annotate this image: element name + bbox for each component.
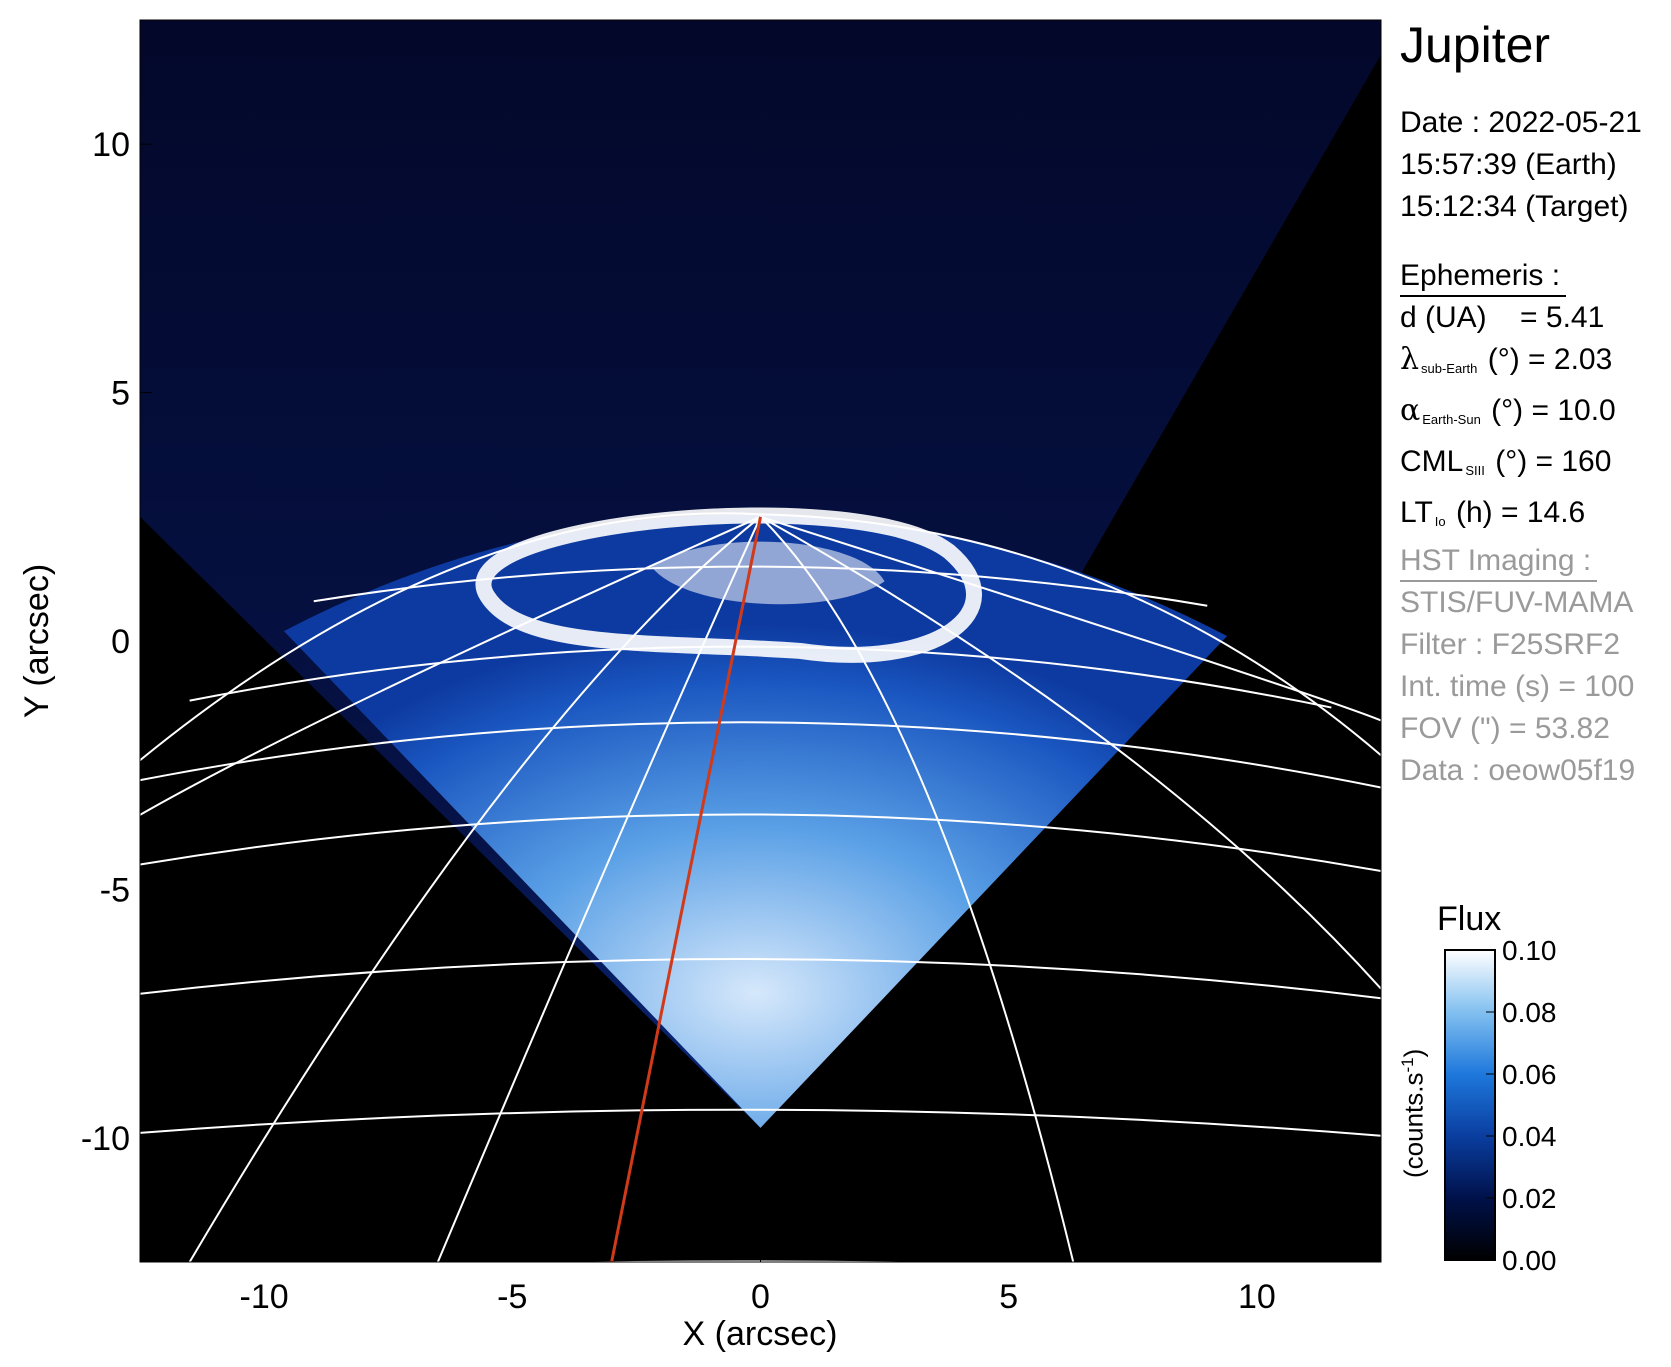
colorbar-unit-label: (counts.s-1) xyxy=(1398,1049,1430,1178)
cml-value: (°) = 160 xyxy=(1495,445,1612,478)
phase-angle-row: α Earth-Sun (°) = 10.0 xyxy=(1400,390,1616,441)
lambda-symbol: λ xyxy=(1400,342,1420,377)
latitude-line xyxy=(140,721,1381,789)
lt-subscript: Io xyxy=(1434,514,1446,529)
cml-row: CML SIII (°) = 160 xyxy=(1400,441,1616,492)
x-axis-title: X (arcsec) xyxy=(683,1315,838,1353)
colorbar-tick-label: 0.02 xyxy=(1502,1183,1557,1214)
colorbar-title: Flux xyxy=(1437,900,1502,938)
x-axis-ticks: -10 -5 0 5 10 xyxy=(240,1250,1276,1316)
latitude-line xyxy=(140,958,1381,1000)
x-tick-label: 5 xyxy=(999,1278,1018,1316)
filter-line: Filter : F25SRF2 xyxy=(1400,628,1621,661)
colorbar-tick-label: 0.00 xyxy=(1502,1245,1557,1276)
y-axis-title: Y (arcsec) xyxy=(18,564,56,718)
int-time-line: Int. time (s) = 100 xyxy=(1400,670,1635,703)
latitude-line xyxy=(553,1260,930,1262)
latitude-line xyxy=(140,1108,1381,1137)
observation-times: Date : 2022-05-21 15:57:39 (Earth) 15:12… xyxy=(1400,102,1642,228)
target-title: Jupiter xyxy=(1400,17,1551,73)
y-tick-label: -5 xyxy=(100,871,130,909)
longitude-line xyxy=(760,515,1381,722)
cml-subscript: SIII xyxy=(1465,463,1485,478)
x-tick-label: -5 xyxy=(497,1278,527,1316)
alpha-subscript: Earth-Sun xyxy=(1422,412,1481,427)
data-id-line: Data : oeow05f19 xyxy=(1400,754,1636,787)
distance-value: = 5.41 xyxy=(1520,301,1605,334)
y-axis-ticks: 10 5 0 -5 -10 xyxy=(81,126,152,1158)
planet-disk-emission xyxy=(283,514,1228,1128)
lambda-value: (°) = 2.03 xyxy=(1487,343,1613,376)
date-line: Date : 2022-05-21 xyxy=(1400,106,1642,139)
colorbar-tick-label: 0.06 xyxy=(1502,1059,1557,1090)
instrument-line: STIS/FUV-MAMA xyxy=(1400,586,1634,619)
latitude-line xyxy=(140,813,1381,873)
longitude-line xyxy=(436,516,762,1262)
colorbar-ticks: 0.10 0.08 0.06 0.04 0.02 0.00 xyxy=(1486,935,1557,1276)
earth-time-line: 15:57:39 (Earth) xyxy=(1400,148,1617,181)
colorbar xyxy=(1444,949,1496,1261)
auroral-inner-emission xyxy=(651,541,885,605)
colorbar-unit-exponent: -1 xyxy=(1398,1057,1417,1073)
distance-label: d (UA) xyxy=(1400,301,1487,334)
ephemeris-block: Ephemeris : d (UA) = 5.41 λ sub-Earth (°)… xyxy=(1400,257,1616,543)
alpha-symbol: α xyxy=(1400,393,1421,428)
colorbar-unit-close: ) xyxy=(1398,1048,1429,1058)
y-tick-label: -10 xyxy=(81,1120,130,1158)
hst-imaging-block: HST Imaging : STIS/FUV-MAMA Filter : F25… xyxy=(1400,542,1635,792)
lambda-subscript: sub-Earth xyxy=(1421,361,1478,376)
alpha-value: (°) = 10.0 xyxy=(1491,394,1616,427)
colorbar-unit-text: (counts.s xyxy=(1398,1072,1429,1179)
x-tick-label: -10 xyxy=(240,1278,289,1316)
x-tick-label: 10 xyxy=(1238,1278,1276,1316)
fov-line: FOV (") = 53.82 xyxy=(1400,712,1610,745)
y-tick-label: 0 xyxy=(111,623,130,661)
longitude-line xyxy=(140,515,761,816)
y-tick-label: 10 xyxy=(92,126,130,164)
lt-value: (h) = 14.6 xyxy=(1455,496,1586,529)
distance-row: d (UA) = 5.41 xyxy=(1400,297,1616,339)
x-tick-label: 0 xyxy=(751,1278,770,1316)
y-tick-label: 5 xyxy=(111,375,130,413)
cml-label: CML xyxy=(1400,445,1464,478)
hst-heading: HST Imaging : xyxy=(1400,542,1598,582)
target-time-line: 15:12:34 (Target) xyxy=(1400,190,1629,223)
ephemeris-heading: Ephemeris : xyxy=(1400,257,1567,297)
auroral-oval xyxy=(475,507,982,663)
colorbar-tick-label: 0.10 xyxy=(1502,935,1557,966)
central-meridian-line xyxy=(610,516,762,1262)
colorbar-tick-label: 0.04 xyxy=(1502,1121,1557,1152)
sub-earth-latitude-row: λ sub-Earth (°) = 2.03 xyxy=(1400,339,1616,390)
colorbar-tick-label: 0.08 xyxy=(1502,997,1557,1028)
lt-label: LT xyxy=(1400,496,1433,529)
local-time-row: LT Io (h) = 14.6 xyxy=(1400,492,1616,543)
